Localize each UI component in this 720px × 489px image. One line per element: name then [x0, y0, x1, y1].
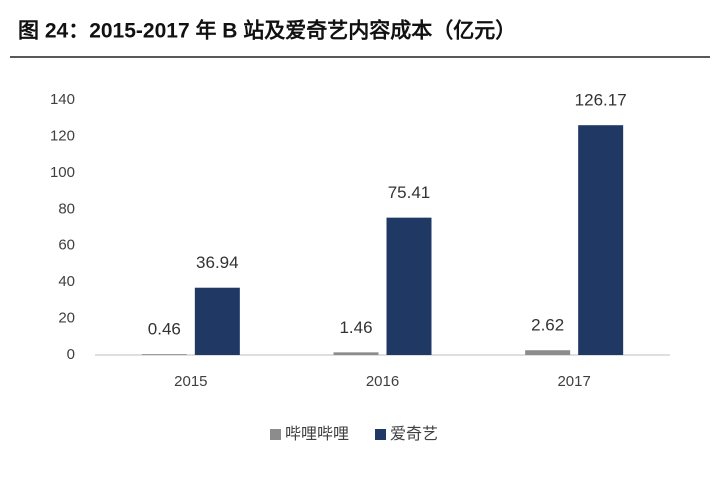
- y-tick-label: 120: [50, 127, 75, 144]
- bar: [386, 217, 432, 355]
- y-tick-label: 40: [58, 273, 75, 290]
- y-tick-label: 100: [50, 164, 75, 181]
- data-label: 126.17: [575, 91, 627, 110]
- data-label: 2.62: [531, 316, 564, 335]
- y-tick-label: 20: [58, 310, 75, 327]
- bar: [141, 354, 187, 355]
- legend-swatch: [270, 429, 281, 440]
- bar: [194, 287, 240, 355]
- y-tick-label: 0: [67, 346, 75, 363]
- legend-swatch: [375, 429, 387, 440]
- y-tick-label: 80: [58, 200, 75, 217]
- legend-label: 爱奇艺: [390, 425, 438, 443]
- data-label: 1.46: [339, 318, 372, 337]
- data-label: 0.46: [148, 320, 181, 339]
- x-tick-label: 2015: [174, 373, 207, 390]
- x-tick-label: 2016: [366, 373, 399, 390]
- bar: [333, 352, 379, 355]
- bar: [578, 125, 624, 355]
- chart-title: 图 24：2015-2017 年 B 站及爱奇艺内容成本（亿元）: [18, 19, 516, 43]
- bar: [525, 350, 571, 355]
- legend-label: 哔哩哔哩: [285, 425, 349, 443]
- data-label: 75.41: [388, 183, 431, 202]
- x-tick-label: 2017: [557, 373, 590, 390]
- data-label: 36.94: [196, 253, 239, 272]
- y-tick-label: 140: [50, 91, 75, 108]
- y-tick-label: 60: [58, 237, 75, 254]
